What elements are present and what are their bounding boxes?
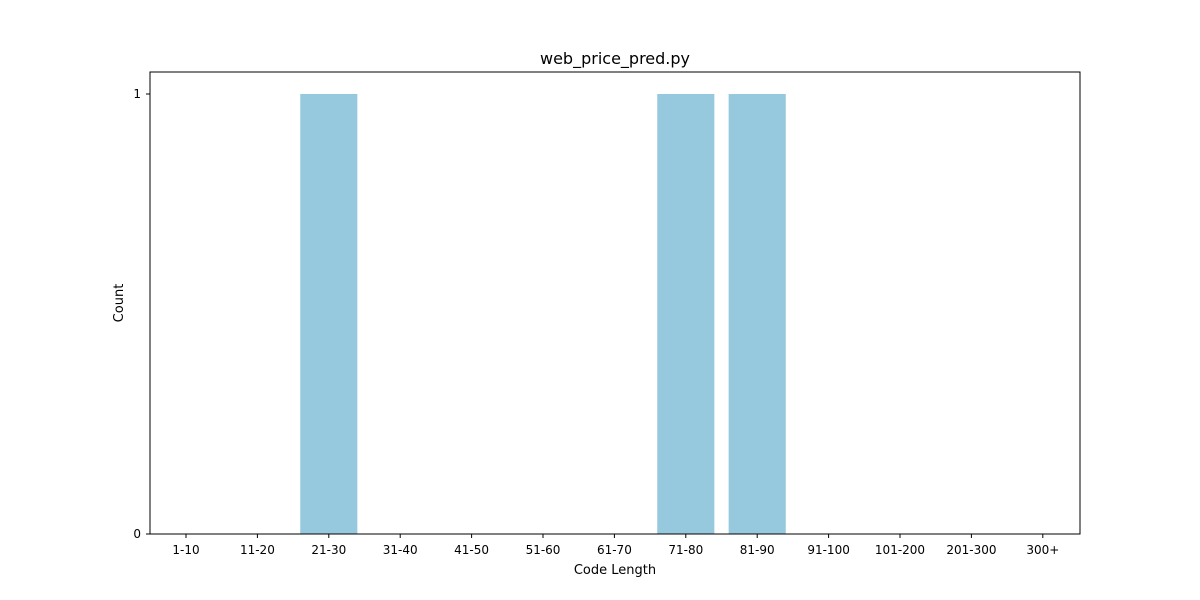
- x-axis-label: Code Length: [574, 563, 656, 578]
- x-tick-label: 31-40: [383, 543, 418, 557]
- x-tick-label: 11-20: [240, 543, 275, 557]
- x-ticks-layer: 1-10 11-20 21-30 31-40 41-50 51-60 61-70 71-80 8…: [172, 534, 1059, 557]
- x-tick-label: 300+: [1026, 543, 1059, 557]
- x-tick-label: 1-10: [172, 543, 199, 557]
- y-tick-label: 1: [133, 87, 141, 101]
- x-tick-label: 101-200: [875, 543, 925, 557]
- y-tick-label: 0: [133, 527, 141, 541]
- x-tick-label: 21-30: [311, 543, 346, 557]
- x-tick-label: 201-300: [946, 543, 996, 557]
- bars-layer: [300, 94, 786, 534]
- x-tick-label: 51-60: [526, 543, 561, 557]
- chart-title: web_price_pred.py: [540, 49, 690, 69]
- x-tick-label: 91-100: [807, 543, 850, 557]
- bar-21-30: [300, 94, 358, 534]
- plot-frame: [149, 71, 1081, 535]
- x-tick-label: 61-70: [597, 543, 632, 557]
- x-tick-label: 41-50: [454, 543, 489, 557]
- y-axis-label: Count: [112, 284, 127, 323]
- bar-71-80: [657, 94, 715, 534]
- bar-81-90: [728, 94, 786, 534]
- y-ticks-layer: 01: [133, 87, 150, 541]
- x-tick-label: 71-80: [668, 543, 703, 557]
- x-tick-label: 81-90: [740, 543, 775, 557]
